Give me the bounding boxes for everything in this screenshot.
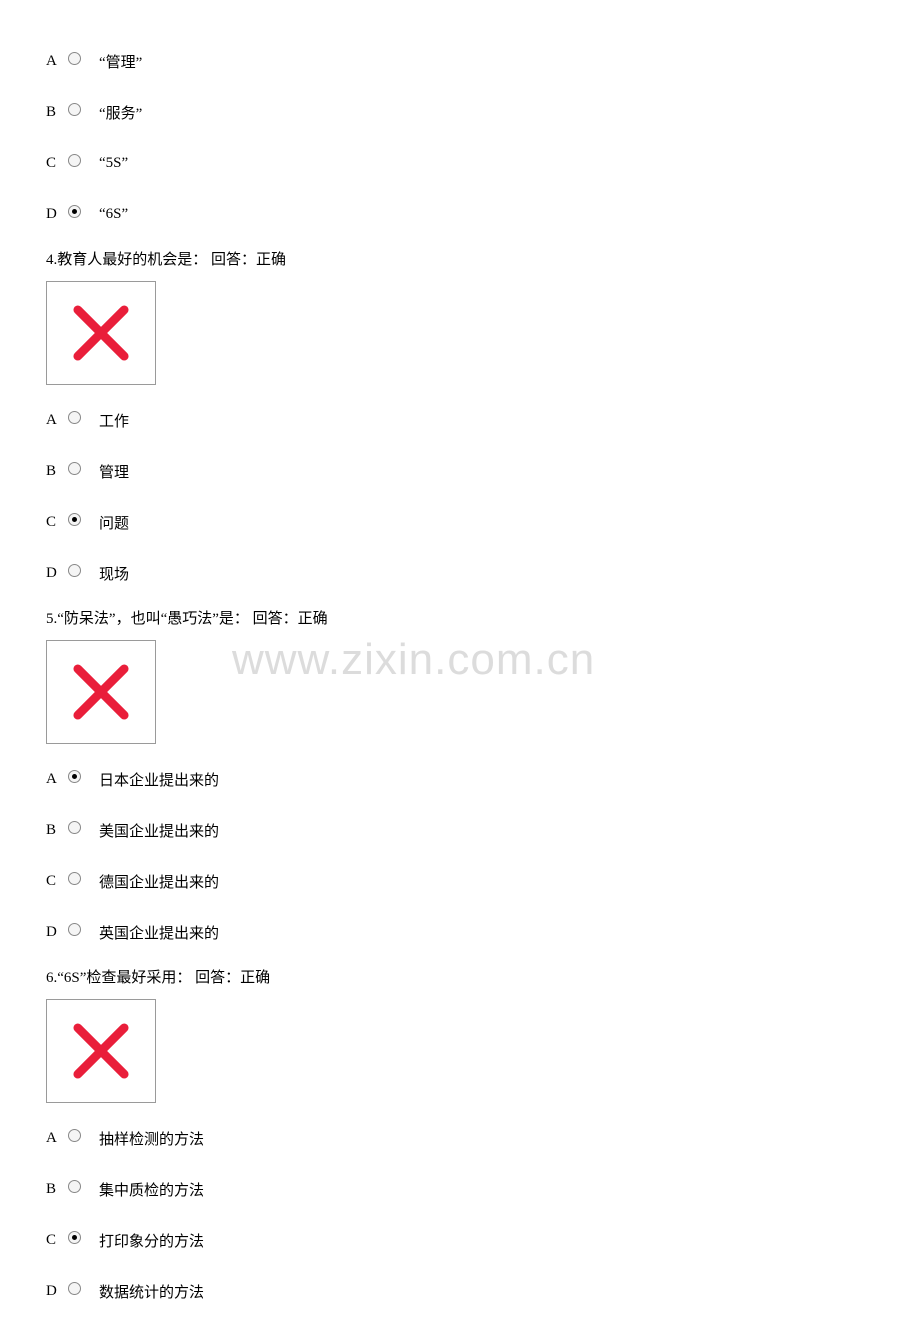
option-letter: D [46, 924, 68, 941]
x-icon [72, 1022, 130, 1080]
option-letter: B [46, 104, 68, 121]
radio-selected[interactable] [68, 513, 81, 526]
option-row: C “5S” [46, 152, 874, 174]
option-text: 英国企业提出来的 [99, 922, 219, 943]
option-letter: B [46, 463, 68, 480]
x-icon [72, 304, 130, 362]
option-text: “服务” [99, 102, 142, 123]
option-row: D 现场 [46, 562, 874, 584]
option-letter: C [46, 873, 68, 890]
option-row: A “管理” [46, 50, 874, 72]
radio-unselected[interactable] [68, 462, 81, 475]
x-icon-box [46, 999, 156, 1103]
option-letter: A [46, 53, 68, 70]
radio-unselected[interactable] [68, 1282, 81, 1295]
option-letter: C [46, 1232, 68, 1249]
radio-unselected[interactable] [68, 923, 81, 936]
option-letter: D [46, 206, 68, 223]
option-row: C 问题 [46, 511, 874, 533]
radio-unselected[interactable] [68, 1180, 81, 1193]
option-row: A 日本企业提出来的 [46, 768, 874, 790]
radio-unselected[interactable] [68, 154, 81, 167]
x-icon [72, 663, 130, 721]
option-row: C 德国企业提出来的 [46, 870, 874, 892]
question-5: 5.“防呆法”，也叫“愚巧法”是： 回答：正确 [46, 607, 874, 628]
radio-unselected[interactable] [68, 103, 81, 116]
option-text: “6S” [99, 206, 128, 223]
option-row: D 英国企业提出来的 [46, 921, 874, 943]
option-text: 工作 [99, 410, 129, 431]
option-letter: A [46, 771, 68, 788]
option-row: B 管理 [46, 460, 874, 482]
option-row: B “服务” [46, 101, 874, 123]
option-row: B 美国企业提出来的 [46, 819, 874, 841]
radio-unselected[interactable] [68, 52, 81, 65]
option-text: 抽样检测的方法 [99, 1128, 204, 1149]
option-letter: B [46, 1181, 68, 1198]
option-text: 管理 [99, 461, 129, 482]
option-row: B 集中质检的方法 [46, 1178, 874, 1200]
radio-selected[interactable] [68, 1231, 81, 1244]
option-letter: A [46, 412, 68, 429]
radio-unselected[interactable] [68, 821, 81, 834]
option-letter: B [46, 822, 68, 839]
content: A “管理” B “服务” C “5S” D “6S” 4.教育人最好的机会是：… [46, 50, 874, 1302]
option-text: 问题 [99, 512, 129, 533]
option-text: “5S” [99, 155, 128, 172]
option-text: 集中质检的方法 [99, 1179, 204, 1200]
option-row: D “6S” [46, 203, 874, 225]
option-letter: C [46, 155, 68, 172]
option-row: A 抽样检测的方法 [46, 1127, 874, 1149]
radio-selected[interactable] [68, 770, 81, 783]
question-4: 4.教育人最好的机会是： 回答：正确 [46, 248, 874, 269]
option-text: 日本企业提出来的 [99, 769, 219, 790]
option-letter: C [46, 514, 68, 531]
option-letter: D [46, 565, 68, 582]
radio-selected[interactable] [68, 205, 81, 218]
option-row: A 工作 [46, 409, 874, 431]
x-icon-box [46, 640, 156, 744]
option-text: 德国企业提出来的 [99, 871, 219, 892]
option-text: 美国企业提出来的 [99, 820, 219, 841]
option-row: D 数据统计的方法 [46, 1280, 874, 1302]
option-text: 打印象分的方法 [99, 1230, 204, 1251]
radio-unselected[interactable] [68, 1129, 81, 1142]
option-row: C 打印象分的方法 [46, 1229, 874, 1251]
radio-unselected[interactable] [68, 411, 81, 424]
option-text: 数据统计的方法 [99, 1281, 204, 1302]
option-text: “管理” [99, 51, 142, 72]
option-letter: A [46, 1130, 68, 1147]
radio-unselected[interactable] [68, 872, 81, 885]
x-icon-box [46, 281, 156, 385]
option-text: 现场 [99, 563, 129, 584]
question-6: 6.“6S”检查最好采用： 回答：正确 [46, 966, 874, 987]
radio-unselected[interactable] [68, 564, 81, 577]
option-letter: D [46, 1283, 68, 1300]
